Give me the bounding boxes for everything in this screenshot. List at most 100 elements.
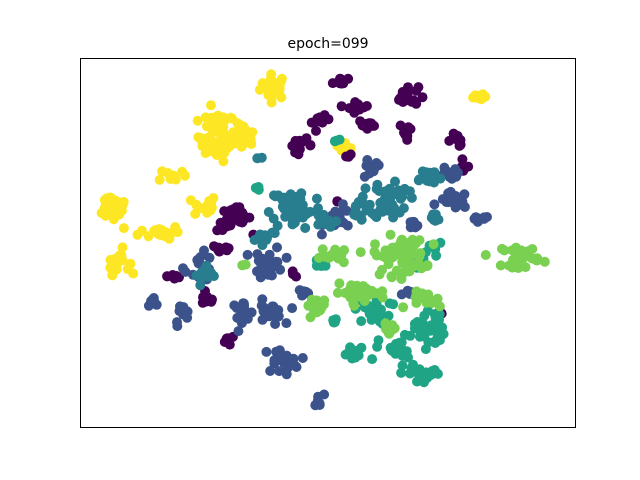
- scatter-point: [231, 303, 242, 313]
- scatter-point: [331, 216, 342, 227]
- scatter-point: [429, 167, 440, 178]
- scatter-point: [471, 212, 482, 223]
- scatter-point: [253, 182, 264, 192]
- scatter-point: [480, 250, 491, 260]
- scatter-point: [384, 189, 395, 200]
- scatter-point: [202, 291, 212, 302]
- scatter-point: [352, 280, 362, 291]
- scatter-point: [305, 312, 316, 323]
- scatter-point: [355, 247, 366, 258]
- scatter-point: [295, 193, 306, 204]
- scatter-point: [159, 227, 170, 238]
- scatter-point: [281, 318, 292, 329]
- scatter-point: [170, 271, 180, 282]
- scatter-point: [311, 116, 322, 127]
- scatter-point: [182, 312, 193, 323]
- scatter-point: [211, 150, 222, 160]
- scatter-point: [305, 140, 316, 150]
- scatter-point: [353, 350, 364, 361]
- scatter-point: [423, 296, 434, 307]
- scatter-point: [287, 303, 298, 314]
- scatter-points: [96, 69, 550, 411]
- scatter-point: [232, 118, 243, 129]
- scatter-point: [368, 166, 379, 177]
- scatter-point: [364, 308, 375, 319]
- scatter-point: [361, 101, 372, 111]
- scatter-point: [391, 245, 402, 256]
- scatter-point: [356, 214, 367, 225]
- scatter-point: [147, 296, 158, 307]
- scatter-point: [428, 239, 439, 250]
- scatter-point: [399, 127, 409, 138]
- scatter-point: [442, 166, 453, 177]
- scatter-point: [294, 212, 305, 223]
- scatter-point: [398, 302, 409, 313]
- scatter-point: [117, 242, 128, 253]
- scatter-point: [457, 154, 468, 165]
- scatter-point: [343, 73, 354, 84]
- scatter-point: [303, 300, 314, 311]
- scatter-point: [452, 167, 463, 178]
- scatter-point: [327, 78, 338, 89]
- scatter-point: [328, 317, 339, 328]
- scatter-point: [360, 183, 371, 194]
- scatter-point: [273, 352, 284, 363]
- scatter-point: [499, 245, 510, 256]
- scatter-point: [421, 367, 432, 378]
- scatter-point: [180, 170, 190, 181]
- scatter-point: [289, 360, 300, 371]
- scatter-point: [240, 259, 251, 270]
- scatter-point: [386, 252, 397, 263]
- scatter-point: [204, 252, 215, 263]
- plot-area-frame: [80, 58, 576, 428]
- scatter-point: [396, 274, 407, 284]
- scatter-point: [232, 312, 243, 323]
- scatter-point: [332, 287, 343, 298]
- scatter-point: [275, 264, 286, 275]
- scatter-point: [261, 346, 272, 357]
- scatter-point: [172, 317, 182, 328]
- scatter-point: [512, 257, 523, 268]
- scatter-point: [276, 92, 287, 103]
- scatter-point: [154, 174, 165, 185]
- scatter-point: [316, 229, 327, 240]
- scatter-point: [191, 270, 202, 281]
- scatter-point: [208, 142, 218, 153]
- scatter-point: [396, 367, 407, 378]
- scatter-point: [118, 223, 129, 234]
- scatter-point: [378, 251, 388, 262]
- scatter-point: [316, 302, 327, 313]
- scatter-point: [294, 144, 305, 155]
- scatter-point: [157, 166, 168, 177]
- scatter-point: [407, 363, 418, 374]
- scatter-point: [314, 400, 325, 410]
- scatter-point: [402, 285, 413, 296]
- scatter-point: [527, 253, 537, 264]
- scatter-point: [257, 314, 268, 325]
- chart-title: epoch=099: [287, 36, 368, 52]
- scatter-point: [393, 185, 404, 196]
- scatter-point: [359, 171, 370, 182]
- scatter-point: [311, 125, 321, 136]
- scatter-point: [266, 92, 277, 103]
- scatter-point: [414, 251, 425, 262]
- scatter-point: [210, 123, 221, 134]
- scatter-point: [220, 134, 231, 145]
- scatter-point: [459, 189, 470, 200]
- scatter-point: [410, 222, 421, 233]
- scatter-point: [215, 217, 226, 228]
- scatter-point: [399, 329, 410, 340]
- scatter-point: [393, 206, 404, 217]
- scatter-point: [195, 280, 206, 291]
- scatter-point: [298, 286, 309, 297]
- scatter-point: [357, 119, 368, 129]
- scatter-point: [350, 97, 361, 108]
- scatter-point: [336, 101, 347, 112]
- scatter-point: [374, 186, 385, 196]
- scatter-point: [397, 360, 408, 371]
- scatter-point: [457, 196, 468, 207]
- scatter-point: [404, 186, 415, 197]
- scatter-point: [257, 78, 268, 89]
- scatter-point: [281, 252, 292, 263]
